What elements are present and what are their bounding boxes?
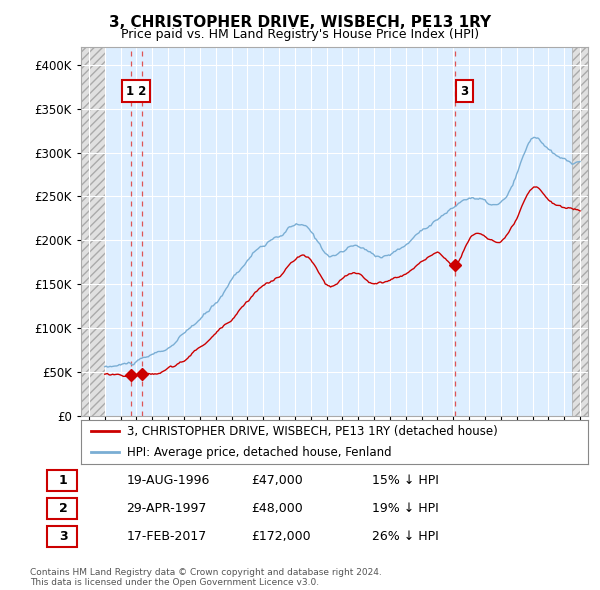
Text: 3, CHRISTOPHER DRIVE, WISBECH, PE13 1RY: 3, CHRISTOPHER DRIVE, WISBECH, PE13 1RY [109, 15, 491, 30]
Bar [572, 47, 596, 416]
Text: 3: 3 [59, 530, 67, 543]
Text: 1 2: 1 2 [126, 84, 146, 97]
Text: 3, CHRISTOPHER DRIVE, WISBECH, PE13 1RY (detached house): 3, CHRISTOPHER DRIVE, WISBECH, PE13 1RY … [127, 425, 497, 438]
FancyBboxPatch shape [47, 470, 77, 491]
Text: 19-AUG-1996: 19-AUG-1996 [127, 474, 210, 487]
Text: 2: 2 [59, 502, 67, 515]
Text: 19% ↓ HPI: 19% ↓ HPI [372, 502, 439, 515]
FancyBboxPatch shape [47, 499, 77, 519]
Text: 17-FEB-2017: 17-FEB-2017 [127, 530, 207, 543]
Text: Price paid vs. HM Land Registry's House Price Index (HPI): Price paid vs. HM Land Registry's House … [121, 28, 479, 41]
Text: £172,000: £172,000 [251, 530, 310, 543]
Text: £47,000: £47,000 [251, 474, 302, 487]
Text: 1: 1 [59, 474, 67, 487]
Text: Contains HM Land Registry data © Crown copyright and database right 2024.
This d: Contains HM Land Registry data © Crown c… [30, 568, 382, 587]
FancyBboxPatch shape [47, 526, 77, 548]
Text: 15% ↓ HPI: 15% ↓ HPI [372, 474, 439, 487]
Bar [81, 47, 105, 416]
Text: HPI: Average price, detached house, Fenland: HPI: Average price, detached house, Fenl… [127, 446, 391, 459]
Text: 29-APR-1997: 29-APR-1997 [127, 502, 207, 515]
Text: 26% ↓ HPI: 26% ↓ HPI [372, 530, 439, 543]
Text: £48,000: £48,000 [251, 502, 302, 515]
Text: 3: 3 [460, 84, 469, 97]
